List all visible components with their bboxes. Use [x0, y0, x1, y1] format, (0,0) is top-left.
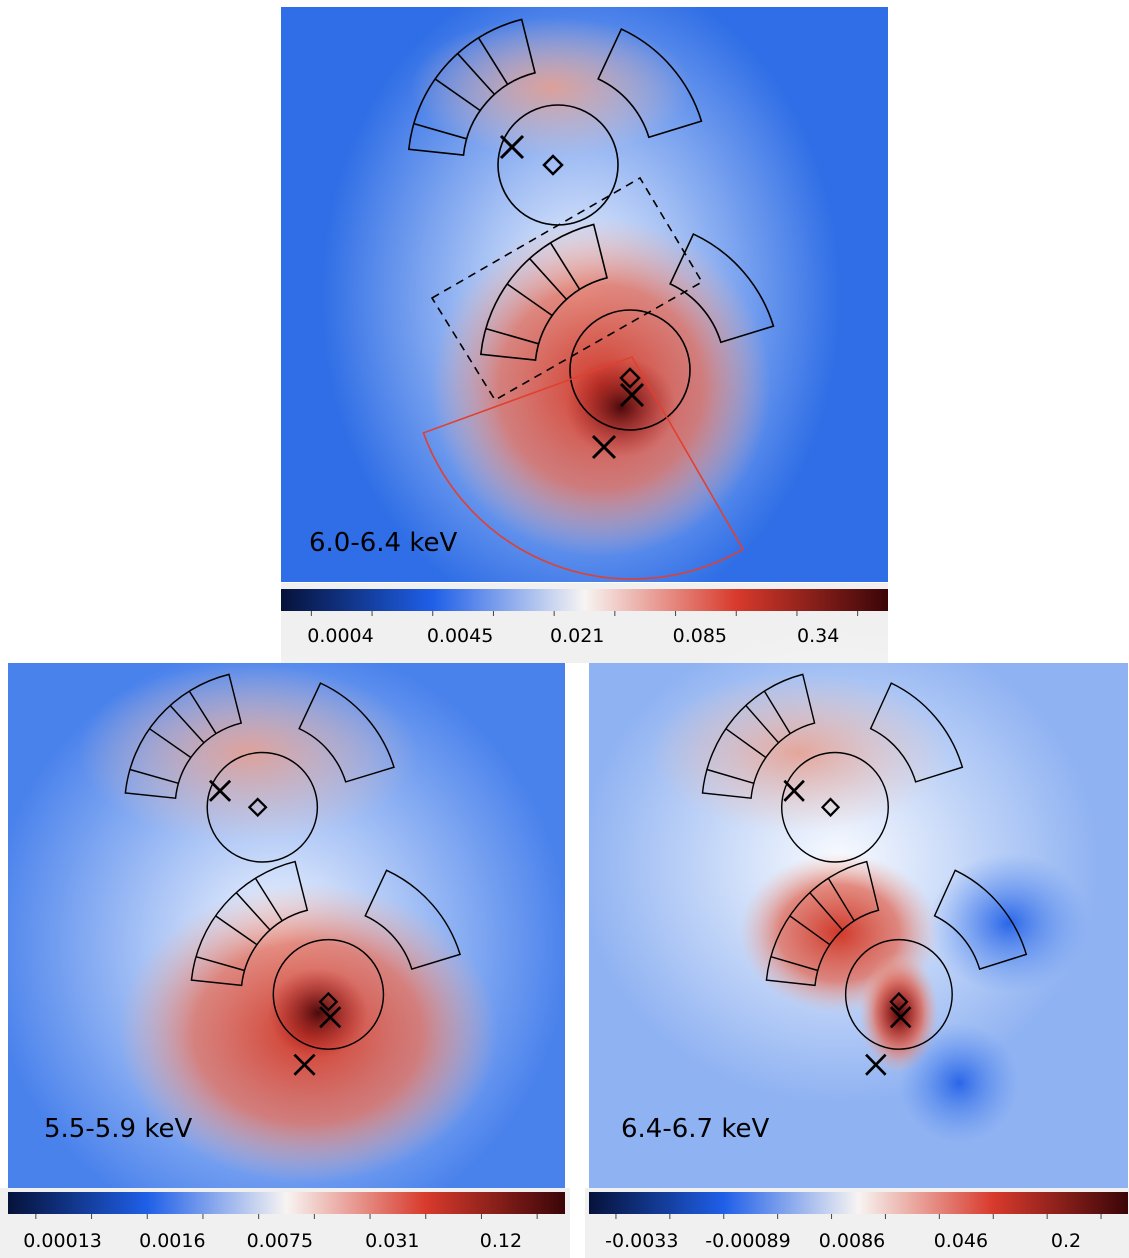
sector-divider [254, 877, 283, 922]
colorbar-tick-label: -0.00089 [705, 1230, 790, 1252]
red-sector [422, 356, 745, 580]
sector-divider [506, 283, 553, 317]
colorbar-tick-label: 0.34 [797, 625, 839, 647]
colorbar-tick-label: -0.0033 [605, 1230, 678, 1252]
sector-divider [169, 704, 205, 744]
source-cross [293, 1053, 316, 1076]
annulus-sector [407, 18, 536, 156]
annulus-sector [124, 673, 243, 799]
colorbar-tick-label: 0.0045 [427, 625, 493, 647]
sector-divider [235, 892, 271, 931]
colorbar-tick-label: 0.0086 [819, 1230, 885, 1252]
colorbar [8, 1192, 565, 1214]
energy-label: 6.4-6.7 keV [621, 1114, 769, 1144]
annulus-sector [933, 869, 1028, 970]
colorbar-tick-label: 0.12 [480, 1230, 522, 1252]
annulus-sector [701, 673, 816, 799]
map-panel: 6.0-6.4 keV [281, 0, 888, 627]
colorbar-tick-label: 0.0016 [139, 1230, 205, 1252]
sector-divider [149, 728, 192, 759]
colorbar-tick-label: 0.0004 [307, 625, 373, 647]
diamond-marker [247, 797, 268, 818]
region-circle [569, 309, 691, 431]
source-cross [208, 779, 232, 802]
dashed-box [430, 176, 704, 402]
sector-divider [549, 242, 581, 290]
annulus-sector [869, 682, 964, 783]
sector-divider [725, 728, 767, 759]
colorbar-tick-label: 0.0075 [247, 1230, 313, 1252]
sector-divider [763, 690, 791, 735]
annulus-sector [765, 860, 880, 987]
colorbar-tick-label: 0.046 [934, 1230, 988, 1252]
region-circle [206, 751, 319, 863]
sector-divider [195, 955, 245, 972]
diamond-marker [889, 991, 909, 1012]
colorbar-tick-label: 0.021 [550, 625, 604, 647]
colorbar-tick-label: 0.085 [673, 625, 727, 647]
colorbar-tick-label: 0.00013 [23, 1230, 102, 1252]
source-cross [619, 382, 645, 408]
region-overlay [407, 18, 775, 580]
diamond-marker [820, 797, 841, 818]
source-cross [783, 779, 805, 802]
sector-divider [770, 955, 819, 972]
sector-divider [809, 892, 843, 931]
region-circle [780, 751, 889, 863]
diamond-marker [619, 367, 641, 389]
sector-divider [706, 768, 755, 785]
map-panel: 5.5-5.9 keV [0, 643, 568, 1243]
sector-divider [477, 37, 509, 85]
annulus-sector [597, 27, 703, 139]
energy-label: 5.5-5.9 keV [44, 1114, 192, 1144]
annulus-sector [364, 869, 461, 970]
diamond-marker [542, 154, 564, 176]
colorbar-tick-label: 0.2 [1051, 1230, 1081, 1252]
source-cross [889, 1006, 912, 1029]
sector-divider [129, 768, 179, 785]
sector-divider [413, 122, 467, 140]
region-circle [844, 938, 953, 1050]
source-cross [591, 434, 617, 460]
sector-divider [457, 52, 496, 95]
energy-label: 6.0-6.4 keV [309, 528, 457, 558]
sector-divider [789, 915, 831, 946]
sector-divider [827, 877, 855, 922]
colorbar-tick-label: 0.031 [365, 1230, 419, 1252]
sector-divider [529, 257, 568, 300]
annulus-sector [298, 682, 395, 783]
annulus-sector [190, 860, 309, 987]
sector-divider [485, 327, 539, 345]
sector-divider [188, 690, 217, 735]
colorbar [281, 589, 888, 611]
colorbar [589, 1192, 1128, 1214]
region-overlay [701, 673, 1028, 1076]
diamond-marker [318, 991, 339, 1012]
sector-divider [215, 915, 258, 946]
annulus-sector [669, 232, 775, 344]
sector-divider [745, 704, 780, 744]
source-cross [865, 1053, 887, 1076]
source-cross [319, 1006, 342, 1029]
region-overlay [124, 673, 461, 1076]
map-panel: 6.4-6.7 keV [579, 623, 1128, 1188]
sector-divider [434, 78, 481, 112]
region-circle [272, 938, 385, 1050]
annulus-sector [479, 223, 608, 361]
source-cross [499, 134, 525, 160]
